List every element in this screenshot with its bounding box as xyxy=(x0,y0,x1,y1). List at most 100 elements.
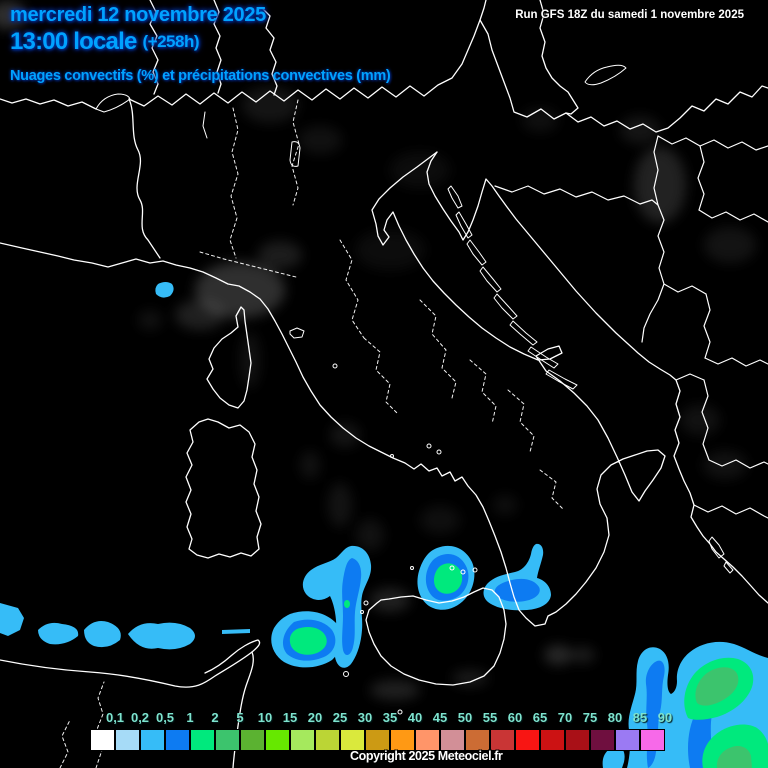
alps-border-path xyxy=(128,0,487,107)
legend-bar: 0,1 0,2 0,5 1 2 5 xyxy=(90,710,672,751)
legend-swatch xyxy=(165,729,190,751)
sardinia-coastline-path xyxy=(185,418,262,559)
precip-blob xyxy=(433,563,463,594)
legend-label: 50 xyxy=(457,710,473,725)
legend-cell: 30 xyxy=(340,710,372,751)
legend-cell: 20 xyxy=(290,710,322,751)
legend-swatch xyxy=(615,729,640,751)
dashed-borders-group xyxy=(59,99,565,768)
forecast-time: 13:00 locale (+258h) xyxy=(10,28,199,56)
legend-label: 5 xyxy=(236,710,244,725)
legend-cell: 40 xyxy=(390,710,422,751)
legend-swatch xyxy=(540,729,565,751)
legend-cell: 1 xyxy=(165,710,194,751)
precip-blob xyxy=(84,621,121,648)
legend-cell: 10 xyxy=(240,710,272,751)
legend-cell: 70 xyxy=(540,710,572,751)
legend-label: 2 xyxy=(211,710,219,725)
legend-cell: 2 xyxy=(190,710,219,751)
swiss-border-path xyxy=(149,0,159,95)
legend-swatch xyxy=(190,729,215,751)
legend-swatch xyxy=(215,729,240,751)
france-italy-border-path xyxy=(128,98,161,259)
legend-cell: 45 xyxy=(415,710,447,751)
dalmatian-islands-group xyxy=(447,185,734,574)
tunisia-coastline-path xyxy=(0,639,261,688)
legend-label: 80 xyxy=(607,710,623,725)
legend-label: 55 xyxy=(482,710,498,725)
legend-swatch xyxy=(240,729,265,751)
legend-cell: 0,1 xyxy=(90,710,124,751)
precip-blob xyxy=(494,578,540,602)
precip-blob xyxy=(344,600,350,608)
legend-label: 0,1 xyxy=(105,710,125,725)
model-run-info: Run GFS 18Z du samedi 1 novembre 2025 xyxy=(515,9,744,21)
legend-cell: 55 xyxy=(465,710,497,751)
legend-cell: 75 xyxy=(565,710,597,751)
legend-cell: 0,2 xyxy=(115,710,149,751)
legend-cell: 5 xyxy=(215,710,244,751)
legend-swatch xyxy=(315,729,340,751)
lake-geneva xyxy=(95,93,131,113)
france-border-west-path xyxy=(0,98,97,110)
legend-label: 0,5 xyxy=(155,710,175,725)
swiss-border-path2 xyxy=(213,0,222,94)
legend-cell: 90 xyxy=(640,710,672,751)
legend-swatch xyxy=(415,729,440,751)
precip-level4-group xyxy=(695,667,752,768)
legend-label: 70 xyxy=(557,710,573,725)
legend-cell: 65 xyxy=(515,710,547,751)
legend-label: 85 xyxy=(632,710,648,725)
forecast-time-label: 13:00 locale xyxy=(10,28,137,55)
forecast-date: mercredi 12 novembre 2025 xyxy=(10,4,266,26)
legend-label: 65 xyxy=(532,710,548,725)
precip-blob xyxy=(38,622,79,645)
copyright-text: Copyright 2025 Meteociel.fr xyxy=(350,749,503,763)
legend-swatch xyxy=(490,729,515,751)
legend-label: 30 xyxy=(357,710,373,725)
lake-maggiore xyxy=(202,111,208,139)
legend-cell: 25 xyxy=(315,710,347,751)
legend-label: 45 xyxy=(432,710,448,725)
corfu-island xyxy=(708,536,725,559)
legend-label: 20 xyxy=(307,710,323,725)
legend-label: 25 xyxy=(332,710,348,725)
legend-cell: 80 xyxy=(590,710,622,751)
legend-swatch xyxy=(390,729,415,751)
legend-swatch xyxy=(590,729,615,751)
precipitation-layer xyxy=(0,282,768,768)
map-subtitle: Nuages convectifs (%) et précipitations … xyxy=(10,68,391,84)
legend-swatch xyxy=(440,729,465,751)
legend-swatch xyxy=(640,729,665,751)
legend-swatch xyxy=(115,729,140,751)
legend-swatch xyxy=(365,729,390,751)
precip-blob xyxy=(716,746,752,768)
legend-swatch xyxy=(140,729,165,751)
legend-swatch xyxy=(515,729,540,751)
legend-cell: 35 xyxy=(365,710,397,751)
legend-swatch xyxy=(290,729,315,751)
legend-swatch xyxy=(265,729,290,751)
legend-label: 0,2 xyxy=(130,710,150,725)
lake-balaton xyxy=(584,64,627,86)
legend-swatch xyxy=(565,729,590,751)
legend-label: 60 xyxy=(507,710,523,725)
legend-label: 90 xyxy=(657,710,673,725)
legend-swatch xyxy=(465,729,490,751)
small-islands-group xyxy=(289,327,478,715)
legend-swatch xyxy=(340,729,365,751)
precip-blob xyxy=(688,687,722,768)
legend-label: 75 xyxy=(582,710,598,725)
legend-cell: 50 xyxy=(440,710,472,751)
slovenia-border-path xyxy=(479,19,768,133)
corsica-coastline-path xyxy=(206,306,252,409)
legend-cell: 15 xyxy=(265,710,297,751)
legend-swatch xyxy=(90,729,115,751)
austria-border-path xyxy=(261,7,278,96)
sicily-coastline-path xyxy=(365,587,507,686)
balkan-borders-group xyxy=(494,135,768,519)
precip-blob xyxy=(289,627,327,655)
